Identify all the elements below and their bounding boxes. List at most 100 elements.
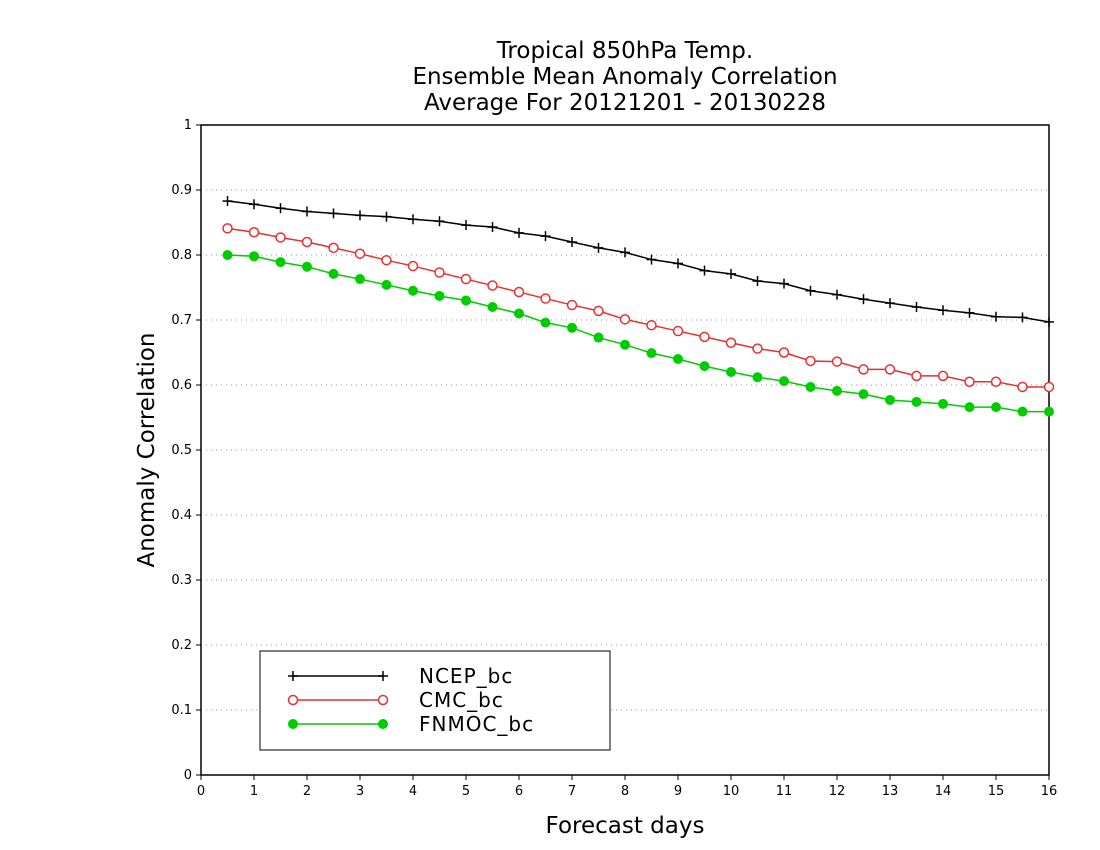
- legend-label-cmc-bc: CMC_bc: [419, 688, 504, 712]
- data-point-fnmoc-bc: [355, 274, 365, 285]
- data-point-fnmoc-bc: [885, 394, 895, 405]
- x-tick-label: 2: [303, 784, 311, 799]
- x-tick-label: 12: [829, 784, 846, 799]
- data-point-ncep-bc: [858, 294, 869, 305]
- legend-marker-start: [287, 694, 299, 706]
- data-point-fnmoc-bc: [938, 398, 948, 409]
- data-point-cmc-bc: [672, 325, 684, 337]
- y-tick-label: 0.7: [171, 313, 192, 328]
- data-point-fnmoc-bc: [911, 396, 922, 407]
- data-point-cmc-bc: [407, 260, 419, 272]
- data-point-ncep-bc: [222, 196, 233, 207]
- x-tick-label: 0: [197, 784, 205, 799]
- x-tick-label: 10: [723, 784, 740, 799]
- grid-lines: [201, 189, 1049, 711]
- x-tick-label: 4: [409, 784, 417, 799]
- x-tick-label: 3: [356, 784, 364, 799]
- y-tick-label: 1: [184, 118, 192, 133]
- y-tick-label: 0: [184, 768, 192, 783]
- data-point-ncep-bc: [434, 216, 445, 227]
- data-point-cmc-bc: [593, 305, 604, 317]
- data-point-cmc-bc: [248, 227, 260, 238]
- data-point-fnmoc-bc: [726, 367, 736, 377]
- y-tick-label: 0.2: [171, 638, 192, 653]
- data-point-ncep-bc: [540, 231, 551, 242]
- y-tick-label: 0.8: [171, 248, 192, 263]
- data-point-fnmoc-bc: [699, 361, 710, 372]
- legend-item-fnmoc-bc: FNMOC_bc: [288, 712, 534, 736]
- x-tick-label: 7: [568, 784, 576, 799]
- legend-item-ncep-bc: NCEP_bc: [288, 664, 513, 688]
- data-point-fnmoc-bc: [381, 279, 392, 290]
- data-point-ncep-bc: [461, 220, 471, 231]
- data-point-cmc-bc: [752, 343, 763, 354]
- data-point-ncep-bc: [699, 265, 710, 276]
- legend-marker-end: [378, 719, 388, 729]
- data-point-fnmoc-bc: [487, 302, 498, 312]
- data-point-cmc-bc: [487, 280, 498, 291]
- data-point-fnmoc-bc: [1044, 406, 1054, 417]
- y-tick-label: 0.6: [171, 378, 192, 393]
- chart-title: Tropical 850hPa Temp. Ensemble Mean Anom…: [412, 38, 837, 116]
- legend-item-cmc-bc: CMC_bc: [287, 688, 504, 712]
- title-line-1: Tropical 850hPa Temp.: [496, 38, 753, 64]
- data-point-fnmoc-bc: [302, 261, 312, 272]
- data-point-ncep-bc: [673, 258, 683, 269]
- x-tick-label: 15: [988, 784, 1005, 799]
- data-point-fnmoc-bc: [646, 348, 657, 359]
- data-point-fnmoc-bc: [514, 308, 524, 319]
- data-point-cmc-bc: [646, 319, 657, 331]
- data-point-fnmoc-bc: [1017, 406, 1028, 417]
- data-point-ncep-bc: [911, 302, 922, 312]
- data-point-fnmoc-bc: [805, 381, 816, 392]
- data-point-cmc-bc: [222, 223, 233, 234]
- data-point-fnmoc-bc: [540, 317, 551, 328]
- x-tick-label: 14: [935, 784, 952, 799]
- data-point-ncep-bc: [1044, 316, 1054, 327]
- data-point-ncep-bc: [964, 307, 975, 318]
- data-point-cmc-bc: [831, 356, 843, 367]
- data-point-cmc-bc: [513, 286, 525, 298]
- title-line-3: Average For 20121201 - 20130228: [424, 90, 826, 116]
- legend-marker-start: [288, 719, 298, 729]
- data-point-fnmoc-bc: [408, 285, 418, 296]
- data-point-cmc-bc: [434, 267, 445, 278]
- x-tick-label: 1: [250, 784, 258, 799]
- data-point-cmc-bc: [381, 254, 392, 266]
- data-point-cmc-bc: [699, 331, 710, 343]
- data-point-cmc-bc: [540, 293, 551, 304]
- data-point-ncep-bc: [646, 254, 657, 265]
- legend-label-ncep-bc: NCEP_bc: [419, 664, 513, 688]
- series-cmc-bc: [222, 223, 1055, 393]
- y-tick-label: 0.4: [171, 508, 192, 523]
- data-point-ncep-bc: [355, 210, 365, 221]
- data-point-cmc-bc: [911, 370, 922, 382]
- data-point-ncep-bc: [832, 289, 842, 300]
- data-point-cmc-bc: [964, 376, 975, 387]
- legend-label-fnmoc-bc: FNMOC_bc: [419, 712, 534, 736]
- series-ncep-bc: [222, 196, 1054, 327]
- x-tick-label: 11: [776, 784, 793, 799]
- x-tick-label: 5: [462, 784, 470, 799]
- x-tick-label: 16: [1041, 784, 1058, 799]
- axis-ticks: 00.10.20.30.40.50.60.70.80.910 1 2 3 4 5 6 7 8 9 1…: [171, 118, 1057, 799]
- data-point-ncep-bc: [249, 199, 259, 210]
- data-point-cmc-bc: [1017, 381, 1028, 393]
- data-point-ncep-bc: [487, 222, 498, 233]
- data-point-fnmoc-bc: [620, 339, 630, 350]
- data-point-ncep-bc: [381, 211, 392, 222]
- data-point-fnmoc-bc: [222, 250, 233, 260]
- data-point-cmc-bc: [884, 364, 896, 375]
- data-point-fnmoc-bc: [858, 389, 869, 400]
- data-point-cmc-bc: [354, 248, 366, 259]
- y-tick-label: 0.9: [171, 183, 192, 198]
- data-point-cmc-bc: [725, 337, 737, 348]
- data-point-cmc-bc: [460, 273, 472, 285]
- series-fnmoc-bc: [222, 250, 1054, 417]
- data-point-ncep-bc: [328, 208, 339, 219]
- data-point-cmc-bc: [566, 299, 578, 311]
- data-point-ncep-bc: [620, 247, 630, 258]
- data-point-fnmoc-bc: [249, 251, 259, 262]
